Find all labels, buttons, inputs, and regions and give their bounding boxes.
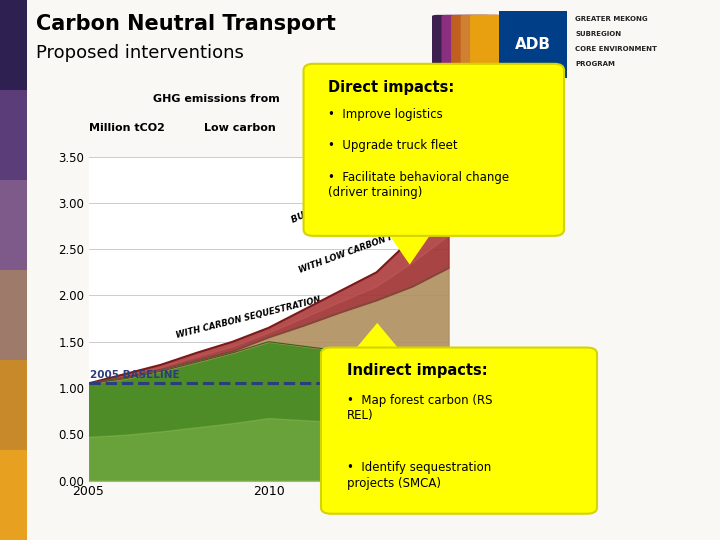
Text: BUSINESS AS USUAL: BUSINESS AS USUAL xyxy=(290,173,387,225)
Text: GREATER MEKONG: GREATER MEKONG xyxy=(575,16,648,22)
Text: Indirect impacts:: Indirect impacts: xyxy=(346,363,487,378)
Bar xyxy=(500,11,567,78)
FancyBboxPatch shape xyxy=(432,15,491,74)
Text: PROGRAM: PROGRAM xyxy=(575,60,615,67)
Text: •  Improve logistics: • Improve logistics xyxy=(328,109,442,122)
Text: Million tCO2: Million tCO2 xyxy=(89,123,164,133)
Text: Proposed interventions: Proposed interventions xyxy=(36,44,244,62)
Text: •  Facilitate behavioral change
(driver training): • Facilitate behavioral change (driver t… xyxy=(328,171,509,199)
FancyBboxPatch shape xyxy=(441,15,500,74)
FancyBboxPatch shape xyxy=(451,15,510,74)
Text: SUBREGION: SUBREGION xyxy=(575,31,621,37)
Text: •  Identify sequestration
projects (SMCA): • Identify sequestration projects (SMCA) xyxy=(346,461,491,490)
Text: WITH LOW CARBON FREIGHT: WITH LOW CARBON FREIGHT xyxy=(297,220,428,275)
FancyBboxPatch shape xyxy=(461,15,520,74)
Text: Carbon Neutral Transport: Carbon Neutral Transport xyxy=(36,14,336,33)
Polygon shape xyxy=(351,323,402,354)
FancyBboxPatch shape xyxy=(470,15,529,74)
Polygon shape xyxy=(386,230,433,265)
Text: •  Map forest carbon (RS
REL): • Map forest carbon (RS REL) xyxy=(346,394,492,422)
Text: GHG emissions from: GHG emissions from xyxy=(153,93,280,104)
Text: Low carbon: Low carbon xyxy=(204,123,276,133)
FancyBboxPatch shape xyxy=(304,64,564,236)
Text: •  Upgrade truck fleet: • Upgrade truck fleet xyxy=(328,139,457,152)
Text: Direct impacts:: Direct impacts: xyxy=(328,80,454,94)
FancyBboxPatch shape xyxy=(321,348,597,514)
Text: 2005 BASELINE: 2005 BASELINE xyxy=(91,370,180,380)
Text: WITH CARBON SEQUESTRATION: WITH CARBON SEQUESTRATION xyxy=(175,295,322,340)
Text: ADB: ADB xyxy=(515,37,551,52)
Text: CORE ENVIRONMENT: CORE ENVIRONMENT xyxy=(575,46,657,52)
